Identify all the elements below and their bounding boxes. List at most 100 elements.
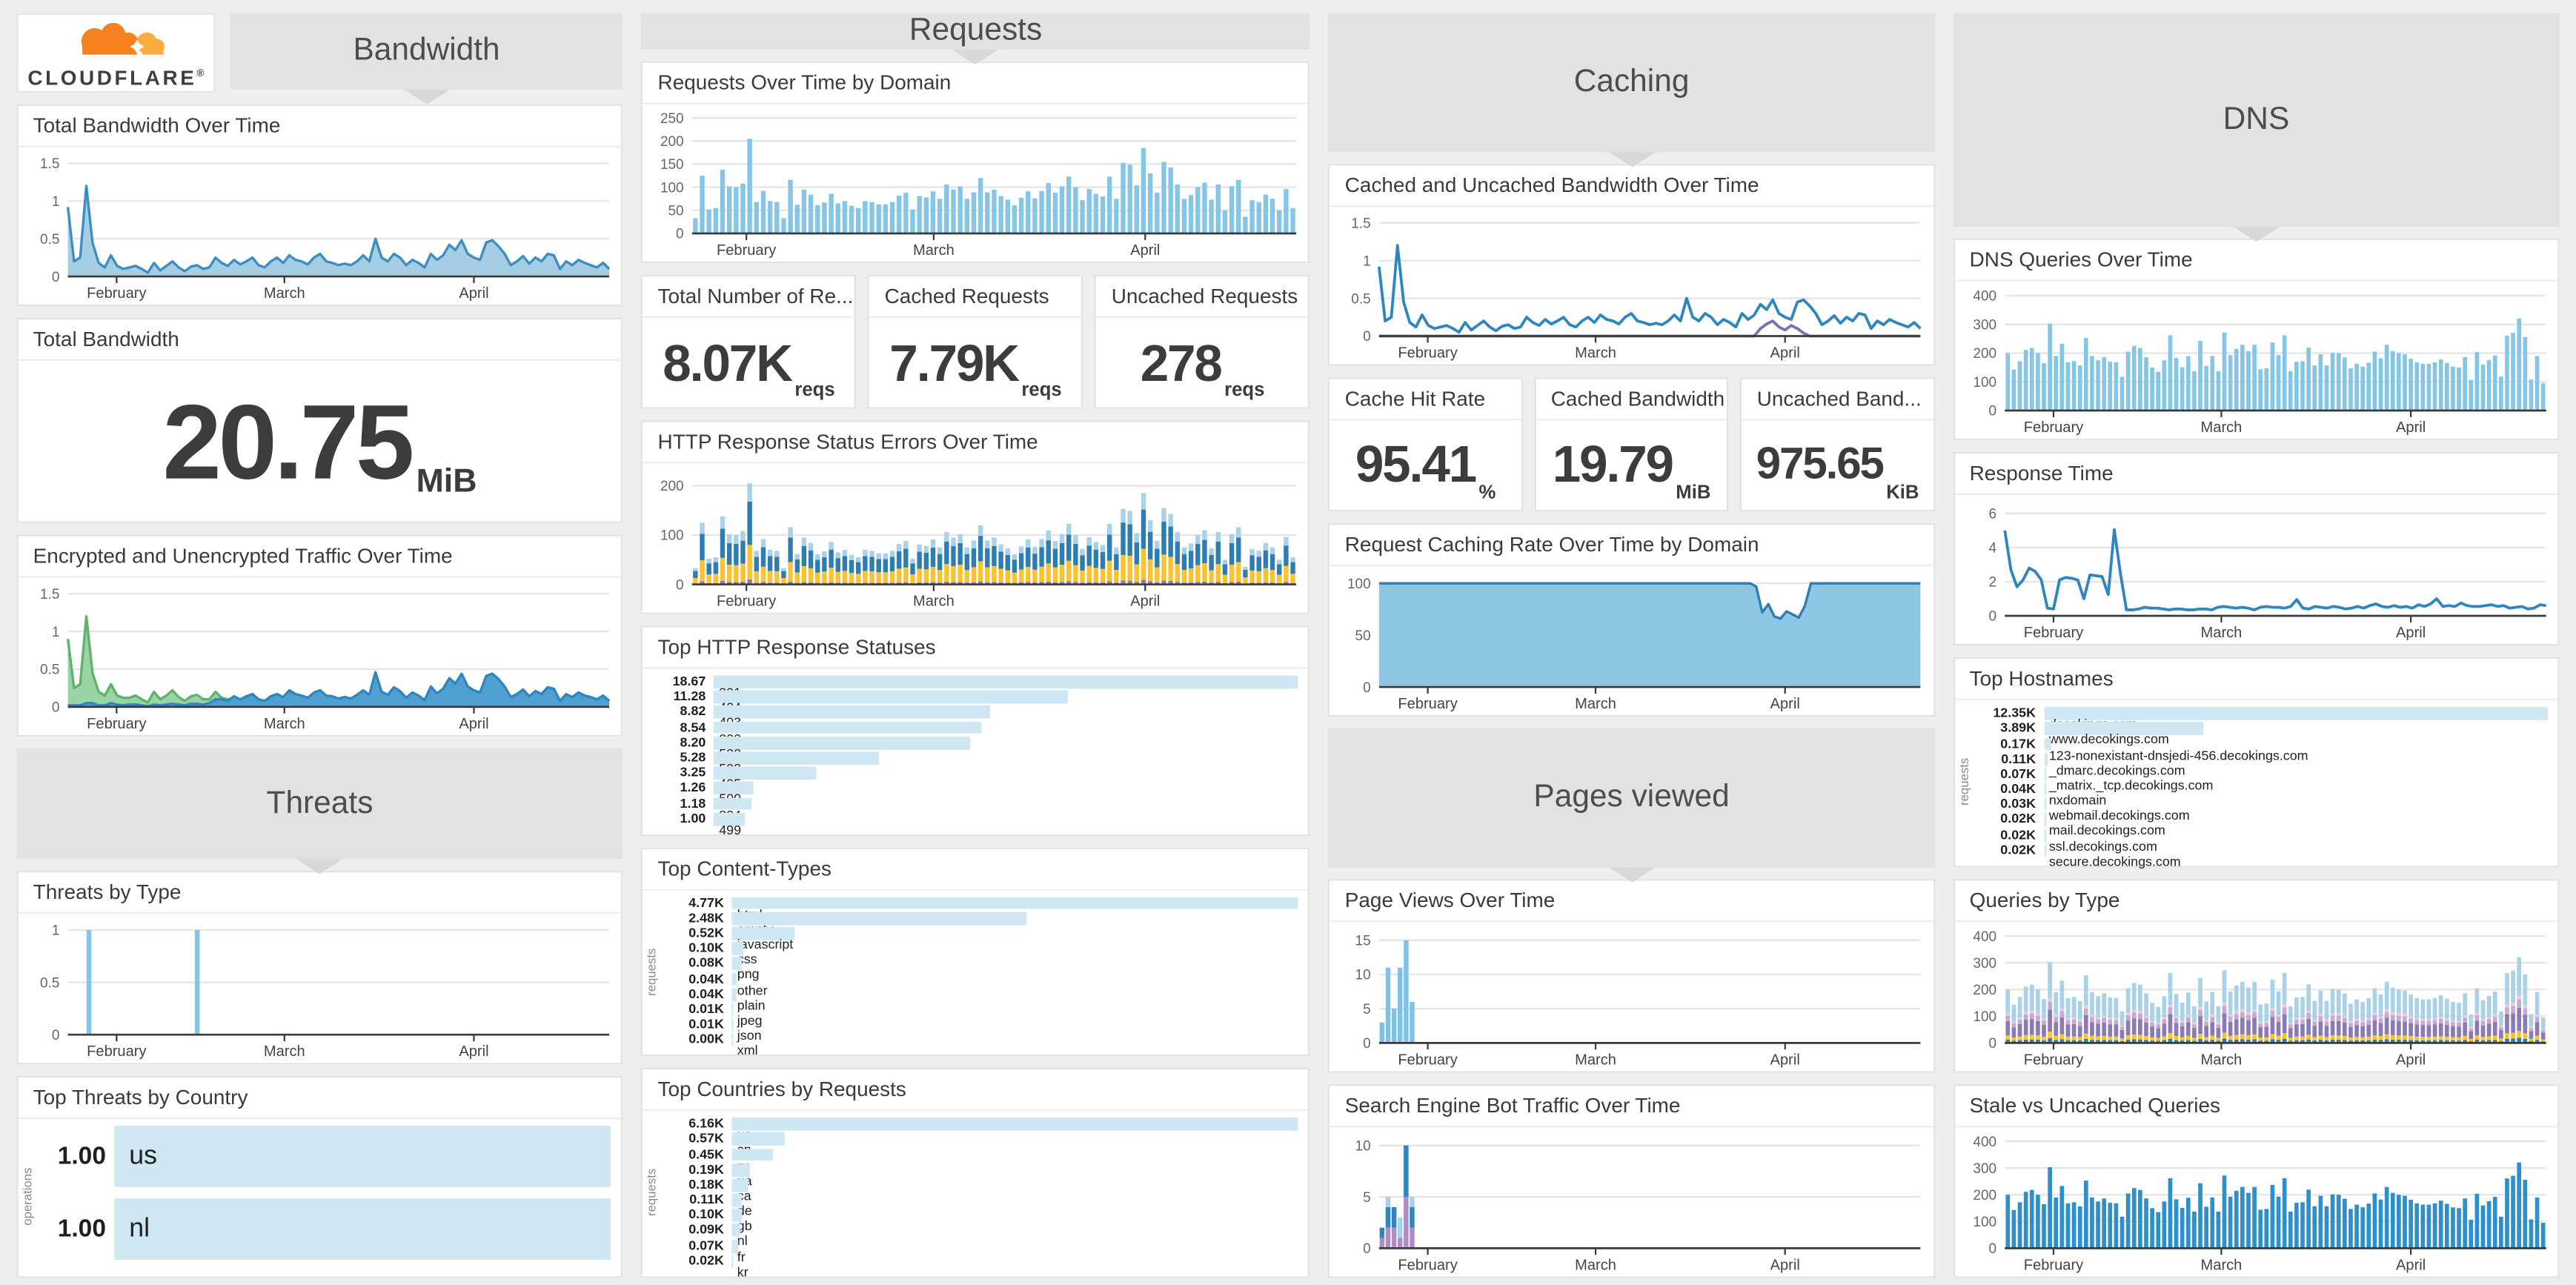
list-row: 0.00K xml — [661, 1033, 1298, 1058]
svg-text:March: March — [1576, 696, 1617, 712]
svg-text:0: 0 — [1364, 329, 1372, 345]
stat-title: Total Number of Re... — [643, 276, 855, 318]
list-row: 0.11K _dmarc.decokings.com — [1973, 751, 2548, 777]
list-row: 0.19Kua — [661, 1163, 1298, 1188]
svg-text:March: March — [1576, 1052, 1617, 1068]
stat-unit: % — [1478, 483, 1496, 503]
list-row-bar — [2044, 783, 2046, 797]
list-row-value: 1.00 — [57, 1143, 106, 1172]
svg-text:March: March — [1576, 345, 1617, 361]
list-row-label: _matrix._tcp.decokings.com — [2048, 777, 2214, 793]
list-row-value: 4.77K — [688, 894, 724, 910]
list-row-label: nl — [737, 1234, 748, 1249]
list-row-value: 0.57K — [688, 1131, 724, 1146]
panel-title: Total Bandwidth — [18, 319, 622, 361]
list-row-value: 0.11K — [2001, 751, 2036, 766]
list-row-value: 2.48K — [688, 910, 724, 926]
panel-title: Cached and Uncached Bandwidth Over Time — [1330, 165, 1933, 207]
list-row-bar — [2044, 798, 2046, 811]
list-row-value: 8.20 — [680, 734, 706, 750]
list-row: 0.04K other — [661, 972, 1298, 997]
panel-title: Page Views Over Time — [1330, 880, 1933, 922]
panel-title: HTTP Response Status Errors Over Time — [643, 422, 1309, 464]
svg-text:50: 50 — [668, 204, 684, 219]
y-axis-label: operations — [19, 1168, 35, 1226]
stat-value: 8.07K — [663, 333, 793, 392]
svg-text:1: 1 — [1364, 253, 1372, 269]
panel-dns-queries: DNS Queries Over Time 0 100 200 300 400 Febru… — [1953, 239, 2560, 441]
list-row: 6.16Kus — [661, 1117, 1299, 1142]
list-row-bar — [732, 926, 794, 940]
svg-text:400: 400 — [1973, 289, 1996, 305]
bot-traffic-chart: 0 5 10 February March April — [1330, 1127, 1933, 1276]
svg-text:February: February — [717, 594, 777, 610]
list-row-label: fr — [737, 1249, 746, 1264]
list-row: 18.67301 — [643, 674, 1299, 700]
list-row-bar — [714, 705, 991, 720]
svg-text:0: 0 — [1988, 1035, 1996, 1051]
svg-text:April: April — [1770, 696, 1800, 712]
svg-text:0: 0 — [1988, 404, 1996, 419]
list-row-value: 8.54 — [680, 719, 706, 734]
svg-text:February: February — [1398, 345, 1458, 361]
encrypted-traffic-chart: 0 0.5 1 1.5 February March April — [19, 578, 622, 735]
list-row-bar — [2044, 722, 2203, 736]
svg-text:0: 0 — [1988, 609, 1996, 625]
svg-text:300: 300 — [1973, 318, 1996, 333]
list-row: 0.01K json — [661, 1017, 1298, 1043]
list-row-value: 12.35K — [1993, 705, 2036, 721]
list-row-bar — [714, 721, 982, 734]
svg-text:0: 0 — [1988, 1241, 1996, 1256]
list-row-label: _dmarc.decokings.com — [2048, 763, 2185, 778]
list-row-value: 18.67 — [672, 674, 706, 689]
panel-total-bandwidth-over-time: Total Bandwidth Over Time 0 0.5 1 1.5 Februa… — [16, 104, 623, 307]
list-row: 0.18K ca — [661, 1178, 1298, 1203]
list-row-bar — [2044, 813, 2046, 827]
svg-text:0.5: 0.5 — [40, 976, 59, 992]
svg-text:0: 0 — [52, 700, 60, 716]
list-row-label: 123-nonexistant-dnsjedi-456.decokings.co… — [2048, 747, 2308, 763]
top-countries-list: requests 6.16Kus0.57Kcn0.45Kru0.19Kua0.1… — [643, 1111, 1308, 1279]
stat-cached-bandwidth: Cached Bandwidth 19.79 MiB — [1534, 377, 1729, 511]
list-row-value: 1.00 — [57, 1215, 106, 1244]
list-row-value: 8.82 — [680, 704, 706, 720]
list-row: 1.18304 — [643, 797, 1298, 821]
list-row-bar — [732, 1254, 734, 1268]
http-errors-chart: 0 100 200 February March April — [643, 463, 1308, 612]
svg-text:February: February — [2023, 625, 2082, 641]
svg-text:1.5: 1.5 — [40, 587, 59, 602]
svg-text:300: 300 — [1973, 1161, 1996, 1176]
cloudflare-logo: CLOUDFLARE® — [16, 13, 216, 93]
list-row-value: 0.02K — [688, 1252, 724, 1268]
panel-title: Search Engine Bot Traffic Over Time — [1330, 1086, 1933, 1127]
svg-text:February: February — [2023, 419, 2082, 436]
list-row-bar — [732, 1132, 785, 1146]
svg-text:February: February — [2023, 1052, 2082, 1068]
section-header-pages-viewed: Pages viewed — [1328, 728, 1935, 868]
stat-title: Cache Hit Rate — [1330, 379, 1521, 421]
stat-value: 20.75 — [162, 381, 414, 501]
list-row-bar — [114, 1198, 612, 1260]
list-row-value: 0.07K — [688, 1238, 724, 1253]
svg-text:April: April — [459, 716, 488, 732]
top-statuses-list: 18.6730111.284048.824038.542008.205225.2… — [643, 668, 1308, 837]
list-row-label: json — [737, 1028, 762, 1043]
svg-text:400: 400 — [1973, 1134, 1996, 1149]
svg-text:March: March — [2200, 1257, 2242, 1273]
section-header-caching: Caching — [1328, 13, 1935, 153]
stat-cached-requests: Cached Requests 7.79K reqs — [868, 274, 1083, 409]
list-row: 0.04K plain — [661, 987, 1298, 1012]
svg-text:February: February — [87, 716, 146, 732]
list-row-bar — [732, 1178, 749, 1192]
panel-top-statuses: Top HTTP Response Statuses 18.6730111.28… — [641, 625, 1310, 837]
panel-queries-by-type: Queries by Type 0 100 200 300 400 February Mar… — [1953, 878, 2560, 1072]
y-axis-label: requests — [1956, 758, 1971, 806]
svg-text:300: 300 — [1973, 955, 1996, 971]
svg-text:200: 200 — [661, 479, 685, 494]
stale-uncached-queries-chart: 0 100 200 300 400 February March April — [1955, 1127, 2558, 1276]
list-row-bar — [732, 912, 1027, 925]
list-row-bar — [114, 1126, 612, 1188]
list-row-value: 0.02K — [2000, 827, 2036, 843]
svg-text:0.5: 0.5 — [1352, 291, 1371, 307]
list-row: 11.28404 — [643, 690, 1298, 715]
